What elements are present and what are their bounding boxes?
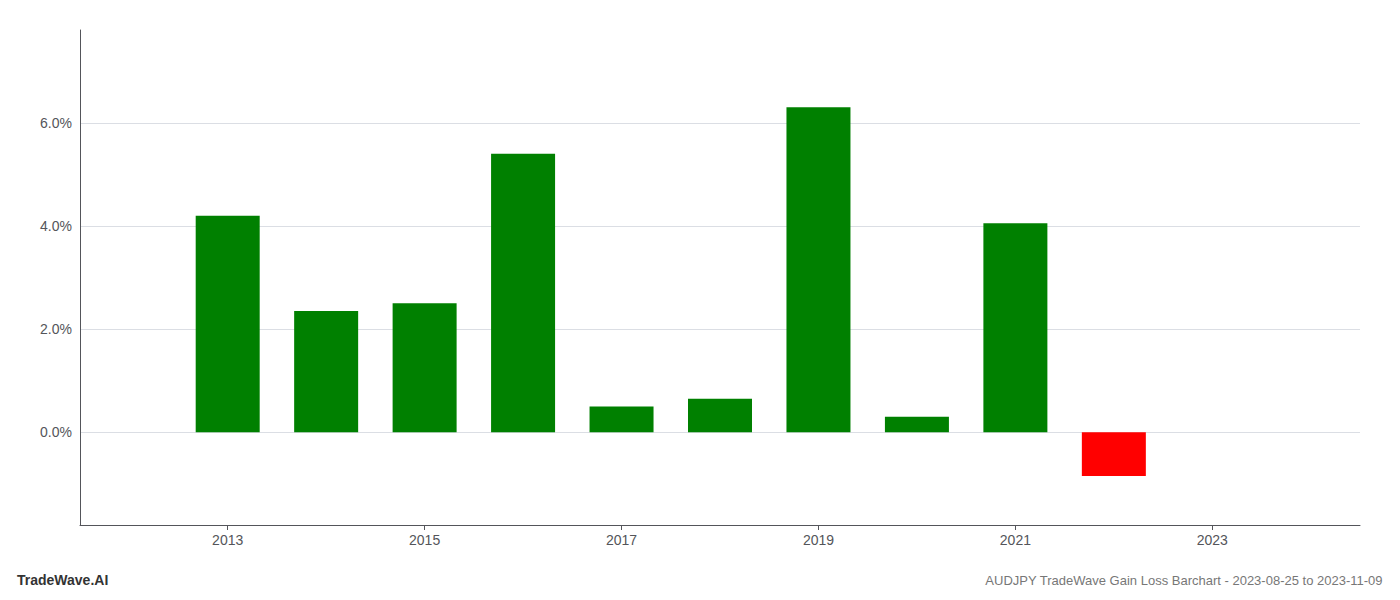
svg-text:2019: 2019 bbox=[803, 532, 834, 548]
svg-text:2017: 2017 bbox=[606, 532, 637, 548]
svg-text:2.0%: 2.0% bbox=[40, 321, 72, 337]
svg-text:0.0%: 0.0% bbox=[40, 424, 72, 440]
svg-text:2023: 2023 bbox=[1197, 532, 1228, 548]
svg-text:6.0%: 6.0% bbox=[40, 115, 72, 131]
svg-text:2013: 2013 bbox=[212, 532, 243, 548]
svg-text:2021: 2021 bbox=[1000, 532, 1031, 548]
svg-text:2015: 2015 bbox=[409, 532, 440, 548]
svg-text:TradeWave.AI: TradeWave.AI bbox=[17, 572, 108, 588]
svg-text:AUDJPY TradeWave Gain Loss Bar: AUDJPY TradeWave Gain Loss Barchart - 20… bbox=[985, 573, 1382, 588]
svg-text:4.0%: 4.0% bbox=[40, 218, 72, 234]
